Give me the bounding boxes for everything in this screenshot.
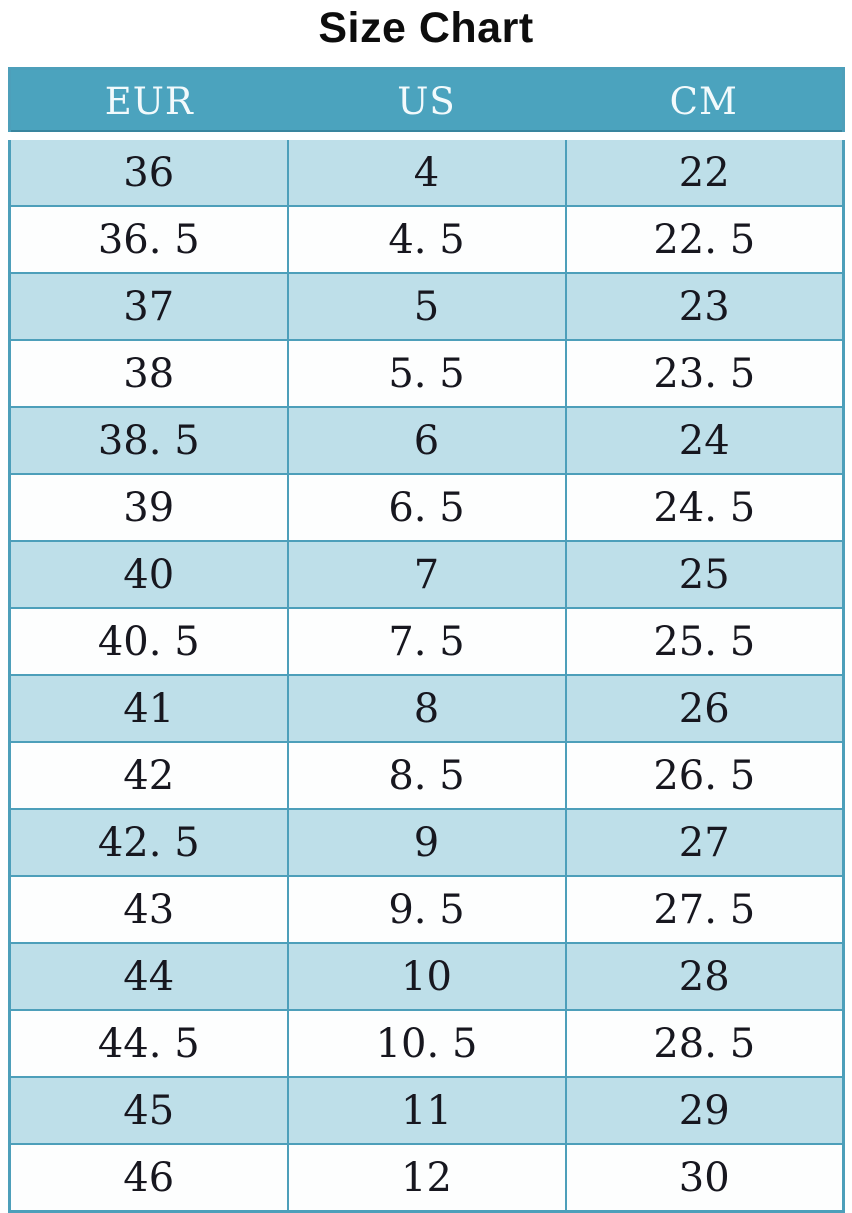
table-cell: 6. 5: [286, 473, 567, 542]
table-cell: 43: [8, 875, 289, 944]
table-cell: 7. 5: [286, 607, 567, 676]
table-cell: 40: [8, 540, 289, 609]
table-cell: 42: [8, 741, 289, 810]
table-cell: 23: [564, 272, 845, 341]
table-header-row: EUR US CM: [9, 68, 844, 140]
table-cell: 39: [8, 473, 289, 542]
table-body: 36 4 22 36. 5 4. 5 22. 5 37 5 23 38 5. 5 23. 5 38. 5…: [8, 135, 845, 1213]
table-cell: 24: [564, 406, 845, 475]
table-cell: 12: [286, 1143, 567, 1213]
table-cell: 36: [8, 135, 289, 207]
table-cell: 8. 5: [286, 741, 567, 810]
table-cell: 46: [8, 1143, 289, 1213]
table-cell: 4: [286, 135, 567, 207]
table-cell: 28. 5: [564, 1009, 845, 1078]
table-cell: 41: [8, 674, 289, 743]
table-cell: 9: [286, 808, 567, 877]
table-cell: 44. 5: [8, 1009, 289, 1078]
table-cell: 27. 5: [564, 875, 845, 944]
table-row: 42. 5 9 27: [8, 808, 845, 877]
table-cell: 23. 5: [564, 339, 845, 408]
column-header-cm: CM: [565, 68, 844, 140]
table-cell: 5. 5: [286, 339, 567, 408]
table-row: 44. 5 10. 5 28. 5: [8, 1009, 845, 1078]
table-row: 44 10 28: [8, 942, 845, 1011]
table-cell: 22. 5: [564, 205, 845, 274]
table-header: EUR US CM: [9, 68, 844, 140]
table-cell: 7: [286, 540, 567, 609]
table-cell: 38: [8, 339, 289, 408]
table-cell: 44: [8, 942, 289, 1011]
table-cell: 45: [8, 1076, 289, 1145]
table-row: 38 5. 5 23. 5: [8, 339, 845, 408]
size-chart-table: EUR US CM 36 4 22 36. 5 4. 5 22. 5 37 5 23 38 5. 5 23…: [8, 67, 845, 1213]
table-row: 45 11 29: [8, 1076, 845, 1145]
table-cell: 42. 5: [8, 808, 289, 877]
table-cell: 6: [286, 406, 567, 475]
table-row: 37 5 23: [8, 272, 845, 341]
table-cell: 11: [286, 1076, 567, 1145]
page-title: Size Chart: [318, 4, 534, 52]
table-row: 39 6. 5 24. 5: [8, 473, 845, 542]
table-cell: 24. 5: [564, 473, 845, 542]
table-cell: 38. 5: [8, 406, 289, 475]
table-cell: 10: [286, 942, 567, 1011]
table-row: 46 12 30: [8, 1143, 845, 1213]
table-cell: 4. 5: [286, 205, 567, 274]
table-cell: 10. 5: [286, 1009, 567, 1078]
table-cell: 8: [286, 674, 567, 743]
table-row: 43 9. 5 27. 5: [8, 875, 845, 944]
table-cell: 25. 5: [564, 607, 845, 676]
table-cell: 27: [564, 808, 845, 877]
table-cell: 40. 5: [8, 607, 289, 676]
table-cell: 37: [8, 272, 289, 341]
table-cell: 9. 5: [286, 875, 567, 944]
table-row: 41 8 26: [8, 674, 845, 743]
table-cell: 22: [564, 135, 845, 207]
size-chart-page: Size Chart EUR US CM 36 4 22 36. 5 4. 5 22. 5 37…: [8, 4, 845, 1213]
table-cell: 29: [564, 1076, 845, 1145]
table-cell: 28: [564, 942, 845, 1011]
column-header-us: US: [287, 68, 566, 140]
table-row: 36. 5 4. 5 22. 5: [8, 205, 845, 274]
table-row: 40. 5 7. 5 25. 5: [8, 607, 845, 676]
table-cell: 36. 5: [8, 205, 289, 274]
column-header-eur: EUR: [9, 68, 288, 140]
table-row: 38. 5 6 24: [8, 406, 845, 475]
table-cell: 26. 5: [564, 741, 845, 810]
table-cell: 25: [564, 540, 845, 609]
table-row: 40 7 25: [8, 540, 845, 609]
table-cell: 5: [286, 272, 567, 341]
table-row: 42 8. 5 26. 5: [8, 741, 845, 810]
table-cell: 30: [564, 1143, 845, 1213]
table-cell: 26: [564, 674, 845, 743]
table-row: 36 4 22: [8, 135, 845, 207]
